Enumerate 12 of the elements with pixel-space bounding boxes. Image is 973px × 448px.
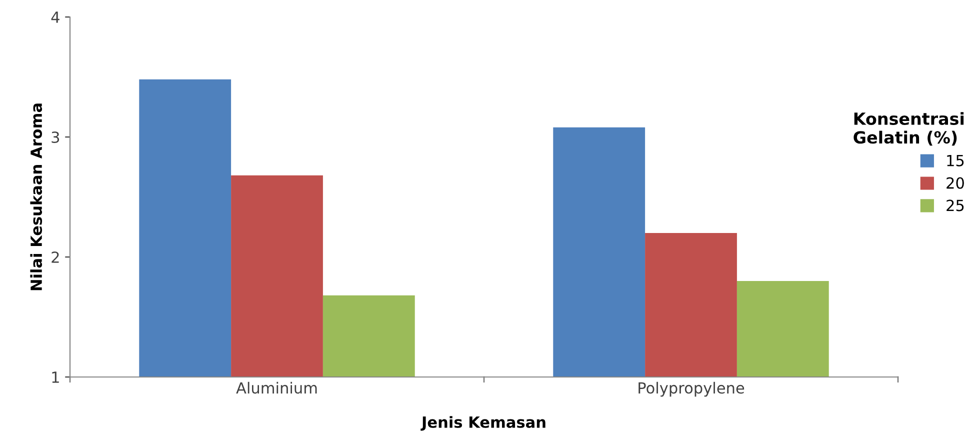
x-tick-label: Polypropylene (638, 382, 744, 397)
legend-label: 20 (946, 177, 964, 189)
y-tick-label: 3 (52, 131, 60, 144)
y-tick-label: 1 (52, 372, 59, 383)
x-tick-label: Aluminium (236, 382, 317, 394)
legend-label: 25 (946, 200, 964, 212)
y-tick-label: 4 (51, 12, 60, 23)
y-tick-label: 2 (52, 251, 59, 263)
y-axis-title: Nilai Kesukaan Aroma (30, 104, 42, 290)
legend-title: Konsentrasi Gelatin (%) (854, 112, 964, 146)
legend-label: 15 (947, 155, 964, 166)
x-axis-title: Jenis Kemasan (420, 416, 546, 431)
